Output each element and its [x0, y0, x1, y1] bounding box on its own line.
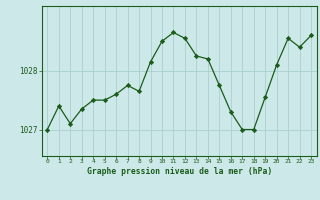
- X-axis label: Graphe pression niveau de la mer (hPa): Graphe pression niveau de la mer (hPa): [87, 167, 272, 176]
